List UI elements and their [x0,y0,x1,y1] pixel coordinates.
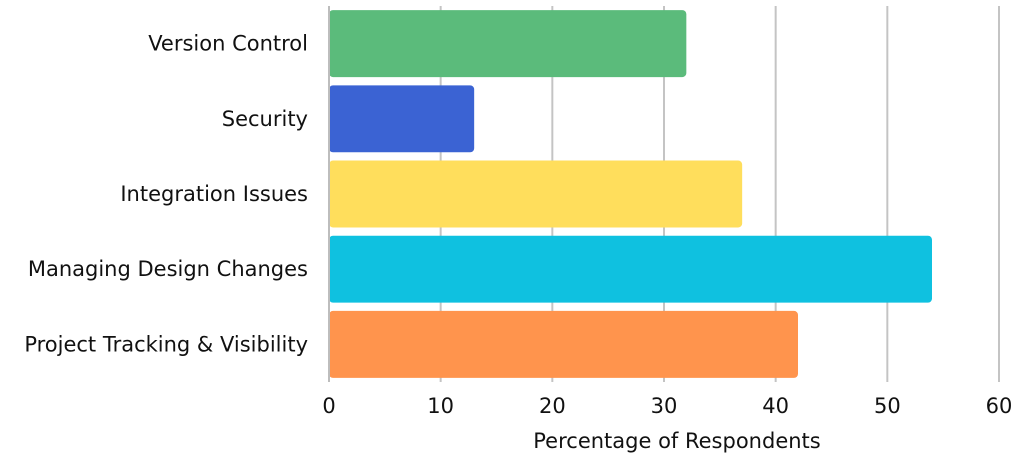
x-tick-label: 30 [651,394,678,418]
x-tick-label: 0 [322,394,335,418]
x-tick-label: 60 [986,394,1013,418]
x-tick-label: 50 [874,394,901,418]
bar-version-control [329,10,687,78]
x-axis-title: Percentage of Respondents [533,429,820,453]
x-tick-label: 20 [539,394,566,418]
category-labels: Version Control Security Integration Issue… [24,32,308,357]
x-tick-label: 10 [427,394,454,418]
bar-project-tracking-visibility [329,310,798,378]
bar-security [329,85,475,153]
bars [329,10,932,378]
category-label: Version Control [148,32,308,56]
category-label: Security [222,107,308,131]
bar-managing-design-changes [329,235,932,303]
bar-integration-issues [329,160,743,228]
category-label: Managing Design Changes [28,257,308,281]
x-axis: 0 10 20 30 40 50 60 [322,6,1012,418]
x-tick-label: 40 [762,394,789,418]
category-label: Project Tracking & Visibility [24,332,308,356]
category-label: Integration Issues [120,182,308,206]
